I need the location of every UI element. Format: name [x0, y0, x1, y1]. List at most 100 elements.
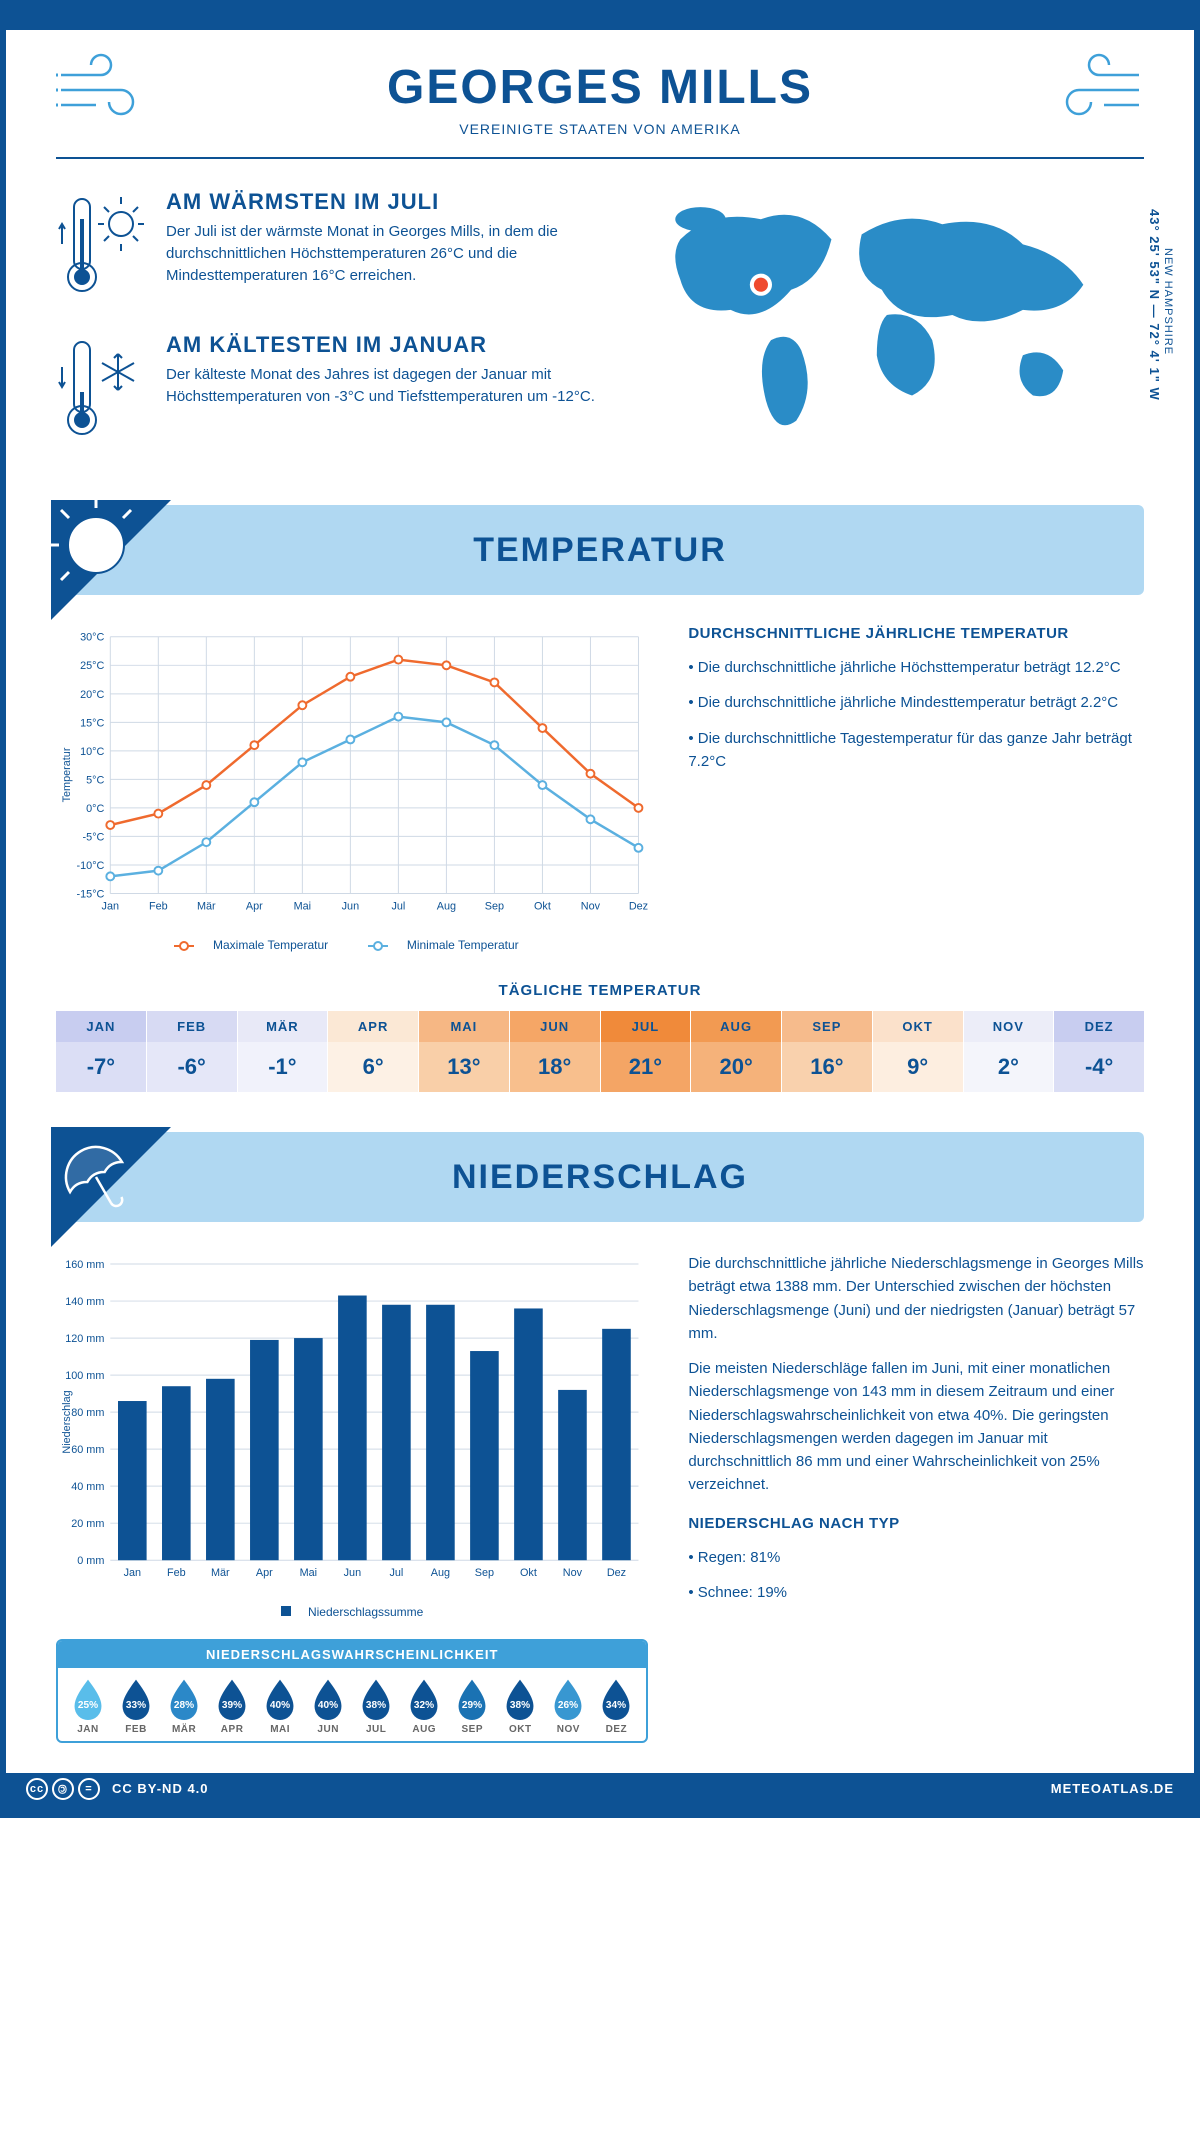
footer: cc 🄯 = CC BY-ND 4.0 METEOATLAS.DE — [6, 1766, 1194, 1811]
svg-text:Mär: Mär — [211, 1567, 230, 1579]
svg-text:40 mm: 40 mm — [71, 1481, 104, 1493]
header: GEORGES MILLS VEREINIGTE STAATEN VON AME… — [56, 30, 1144, 159]
daily-cell: FEB -6° — [147, 1011, 238, 1092]
umbrella-icon — [51, 1127, 171, 1247]
svg-text:Jun: Jun — [344, 1567, 361, 1579]
svg-text:Jul: Jul — [391, 900, 405, 912]
svg-text:28%: 28% — [174, 1700, 194, 1711]
wind-icon — [1034, 50, 1144, 125]
svg-text:Jan: Jan — [124, 1567, 141, 1579]
svg-text:Mai: Mai — [294, 900, 311, 912]
daily-temp-table: JAN -7° FEB -6° MÄR -1° APR 6° MAI 13° J… — [56, 1011, 1144, 1092]
svg-text:40%: 40% — [318, 1700, 338, 1711]
svg-text:Nov: Nov — [581, 900, 601, 912]
daily-temp-title: TÄGLICHE TEMPERATUR — [56, 982, 1144, 999]
prob-cell: 38% JUL — [352, 1678, 400, 1735]
svg-text:25°C: 25°C — [80, 660, 104, 672]
daily-cell: OKT 9° — [873, 1011, 964, 1092]
svg-text:0°C: 0°C — [86, 803, 104, 815]
precip-description: Die durchschnittliche jährliche Niedersc… — [688, 1252, 1144, 1743]
daily-cell: MÄR -1° — [238, 1011, 329, 1092]
daily-cell: AUG 20° — [691, 1011, 782, 1092]
svg-text:Sep: Sep — [475, 1567, 494, 1579]
svg-text:160 mm: 160 mm — [65, 1259, 104, 1271]
daily-cell: JUL 21° — [601, 1011, 692, 1092]
warmest-title: AM WÄRMSTEN IM JULI — [166, 189, 610, 215]
svg-text:140 mm: 140 mm — [65, 1296, 104, 1308]
svg-text:Nov: Nov — [563, 1567, 583, 1579]
svg-text:30°C: 30°C — [80, 632, 104, 644]
thermometer-cold-icon — [56, 332, 146, 447]
daily-cell: JUN 18° — [510, 1011, 601, 1092]
coldest-block: AM KÄLTESTEN IM JANUAR Der kälteste Mona… — [56, 332, 610, 447]
svg-text:10°C: 10°C — [80, 746, 104, 758]
svg-text:25%: 25% — [78, 1700, 98, 1711]
daily-cell: JAN -7° — [56, 1011, 147, 1092]
svg-text:15°C: 15°C — [80, 717, 104, 729]
daily-cell: SEP 16° — [782, 1011, 873, 1092]
sun-icon — [51, 500, 171, 620]
wind-icon — [56, 50, 166, 125]
svg-text:80 mm: 80 mm — [71, 1407, 104, 1419]
coordinates: NEW HAMPSHIRE 43° 25' 53" N — 72° 4' 1" … — [1147, 209, 1174, 401]
coldest-text: Der kälteste Monat des Jahres ist dagege… — [166, 364, 610, 408]
svg-text:Jul: Jul — [389, 1567, 403, 1579]
svg-text:60 mm: 60 mm — [71, 1444, 104, 1456]
svg-text:100 mm: 100 mm — [65, 1370, 104, 1382]
svg-text:38%: 38% — [366, 1700, 386, 1711]
precip-bar-chart: 0 mm 20 mm 40 mm 60 mm 80 mm 100 mm 120 mm 140 … — [56, 1252, 648, 1743]
svg-text:Mär: Mär — [197, 900, 216, 912]
svg-text:Jun: Jun — [342, 900, 359, 912]
temperature-line-chart: -15°C -10°C -5°C 0°C 5°C 10°C 15°C 20°C 25°C 30°C… — [56, 625, 648, 952]
svg-text:Dez: Dez — [607, 1567, 626, 1579]
svg-text:Apr: Apr — [256, 1567, 273, 1579]
svg-text:Niederschlag: Niederschlag — [61, 1390, 73, 1453]
precip-probability-box: NIEDERSCHLAGSWAHRSCHEINLICHKEIT 25% JAN … — [56, 1639, 648, 1743]
svg-text:Okt: Okt — [534, 900, 551, 912]
license-icons: cc 🄯 = CC BY-ND 4.0 — [26, 1778, 209, 1800]
svg-text:-10°C: -10°C — [77, 860, 105, 872]
svg-text:40%: 40% — [270, 1700, 290, 1711]
prob-cell: 33% FEB — [112, 1678, 160, 1735]
daily-cell: MAI 13° — [419, 1011, 510, 1092]
svg-text:Jan: Jan — [102, 900, 119, 912]
svg-text:-15°C: -15°C — [77, 888, 105, 900]
prob-cell: 40% MAI — [256, 1678, 304, 1735]
svg-text:Dez: Dez — [629, 900, 648, 912]
svg-text:20 mm: 20 mm — [71, 1518, 104, 1530]
svg-text:34%: 34% — [606, 1700, 626, 1711]
svg-text:5°C: 5°C — [86, 774, 104, 786]
svg-text:Mai: Mai — [300, 1567, 317, 1579]
daily-cell: DEZ -4° — [1054, 1011, 1144, 1092]
svg-text:32%: 32% — [414, 1700, 434, 1711]
prob-cell: 29% SEP — [448, 1678, 496, 1735]
svg-text:39%: 39% — [222, 1700, 242, 1711]
prob-cell: 28% MÄR — [160, 1678, 208, 1735]
temperature-description: DURCHSCHNITTLICHE JÄHRLICHE TEMPERATUR •… — [688, 625, 1144, 952]
page-title: GEORGES MILLS — [56, 60, 1144, 115]
prob-cell: 39% APR — [208, 1678, 256, 1735]
svg-text:20°C: 20°C — [80, 689, 104, 701]
svg-text:Okt: Okt — [520, 1567, 537, 1579]
prob-cell: 25% JAN — [64, 1678, 112, 1735]
svg-text:Sep: Sep — [485, 900, 504, 912]
temperature-section-bar: TEMPERATUR — [56, 505, 1144, 595]
svg-text:33%: 33% — [126, 1700, 146, 1711]
prob-cell: 34% DEZ — [592, 1678, 640, 1735]
prob-cell: 40% JUN — [304, 1678, 352, 1735]
prob-cell: 38% OKT — [496, 1678, 544, 1735]
precip-section-bar: NIEDERSCHLAG — [56, 1132, 1144, 1222]
daily-cell: APR 6° — [328, 1011, 419, 1092]
svg-text:Temperatur: Temperatur — [61, 747, 73, 802]
svg-text:Feb: Feb — [149, 900, 168, 912]
daily-cell: NOV 2° — [964, 1011, 1055, 1092]
svg-text:Aug: Aug — [437, 900, 456, 912]
svg-text:38%: 38% — [510, 1700, 530, 1711]
svg-text:0 mm: 0 mm — [77, 1555, 104, 1567]
svg-text:29%: 29% — [462, 1700, 482, 1711]
prob-cell: 32% AUG — [400, 1678, 448, 1735]
svg-text:-5°C: -5°C — [83, 831, 105, 843]
svg-text:Apr: Apr — [246, 900, 263, 912]
site-name: METEOATLAS.DE — [1051, 1781, 1174, 1796]
svg-text:120 mm: 120 mm — [65, 1333, 104, 1345]
